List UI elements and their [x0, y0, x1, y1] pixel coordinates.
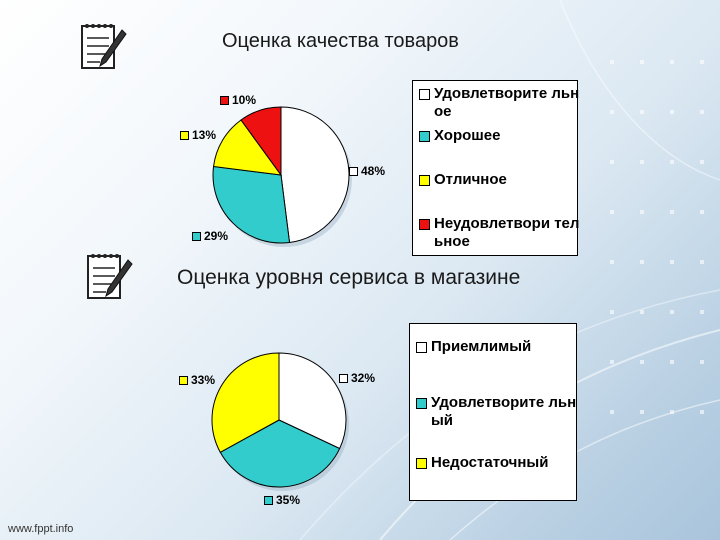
legend-goods-quality: Удовлетворите льное Хорошее Отличное Неу… — [412, 80, 579, 256]
chart-title-goods-quality: Оценка качества товаров — [222, 30, 459, 52]
data-label-satisfactory: 35% — [264, 493, 300, 507]
slice-acceptable — [278, 352, 347, 450]
slice-good — [212, 165, 291, 244]
notepad-pencil-icon — [81, 24, 127, 69]
legend-swatch — [416, 458, 427, 469]
slice-unsatisfactory — [240, 106, 282, 177]
legend-swatch — [419, 219, 430, 230]
notepad-pencil-icon — [87, 254, 133, 299]
data-label-acceptable: 32% — [339, 371, 375, 385]
label-swatch — [220, 95, 229, 105]
label-swatch — [192, 231, 201, 241]
data-label-excellent: 13% — [180, 128, 216, 142]
label-swatch — [179, 375, 188, 385]
label-swatch — [339, 373, 348, 383]
slice-satisfactory — [280, 106, 350, 244]
slice-excellent — [212, 119, 283, 176]
legend-item-excellent: Отличное — [419, 171, 582, 189]
legend-service-level: Приемлимый Удовлетворите льный Недостато… — [409, 323, 577, 501]
legend-swatch — [416, 342, 427, 353]
legend-item-good: Хорошее — [419, 127, 582, 145]
legend-item-satisfactory: Удовлетворите льное — [419, 85, 582, 121]
legend-item-satisfactory: Удовлетворите льный — [416, 394, 579, 430]
label-swatch — [349, 166, 358, 176]
label-swatch — [264, 495, 273, 505]
data-label-unsatisfactory: 10% — [220, 93, 256, 107]
legend-swatch — [416, 398, 427, 409]
data-label-satisfactory: 48% — [349, 164, 385, 178]
legend-item-unsatisfactory: Неудовлетвори тельное — [419, 215, 582, 251]
watermark: www.fppt.info — [8, 523, 74, 535]
legend-swatch — [419, 131, 430, 142]
slice-satisfactory — [219, 419, 341, 488]
data-label-insufficient: 33% — [179, 373, 215, 387]
legend-item-acceptable: Приемлимый — [416, 338, 579, 356]
label-swatch — [180, 130, 189, 140]
legend-swatch — [419, 89, 430, 100]
legend-item-insufficient: Недостаточный — [416, 454, 579, 472]
data-label-good: 29% — [192, 229, 228, 243]
slice-insufficient — [211, 352, 280, 453]
chart-title-service-level: Оценка уровня сервиса в магазине — [177, 266, 521, 289]
legend-swatch — [419, 175, 430, 186]
